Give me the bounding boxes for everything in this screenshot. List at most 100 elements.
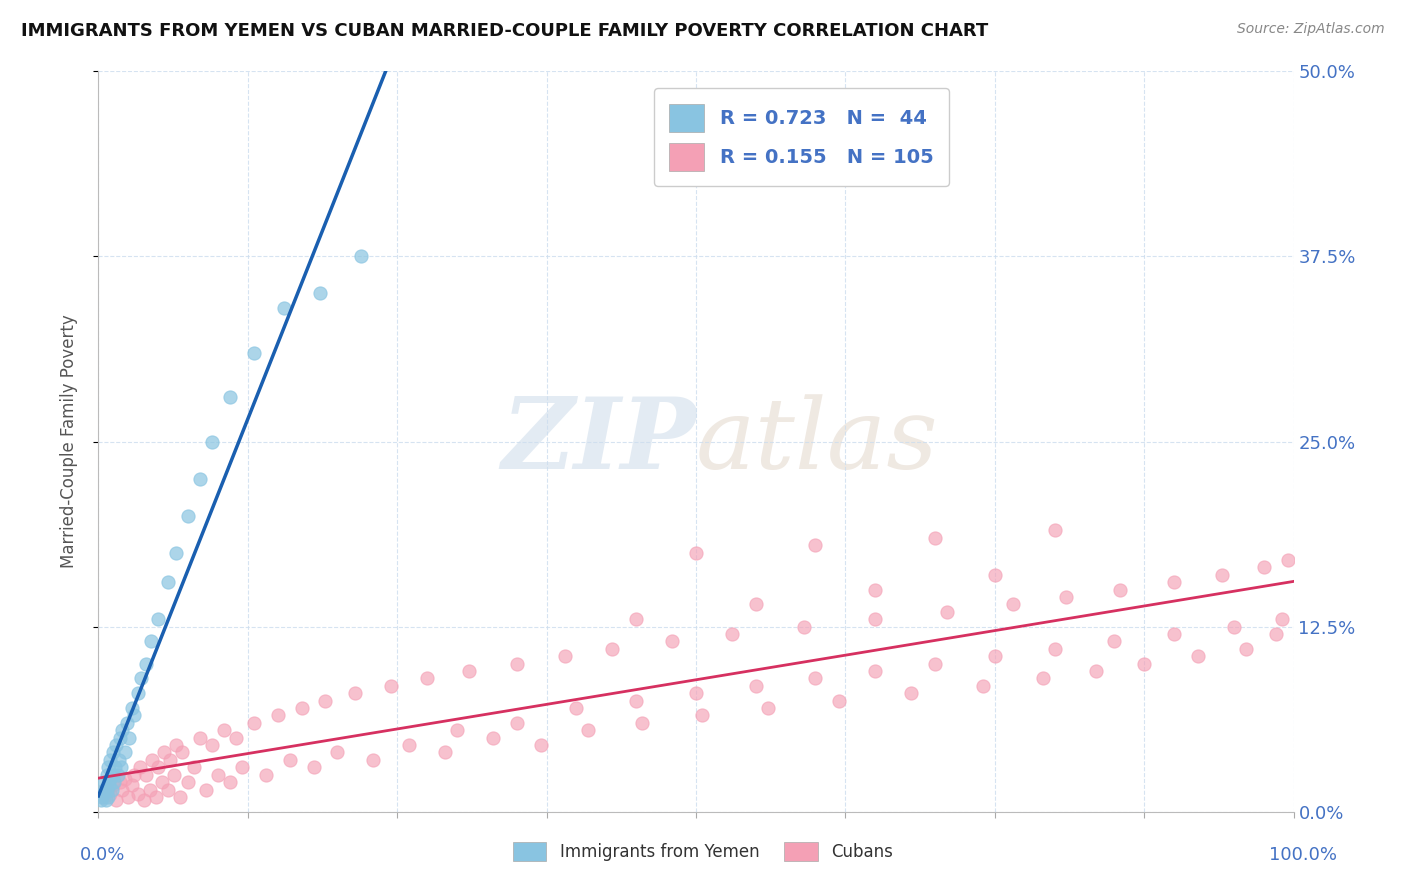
Point bbox=[446, 723, 468, 738]
Point bbox=[124, 708, 146, 723]
Point bbox=[132, 793, 155, 807]
Point bbox=[1277, 553, 1299, 567]
Point bbox=[1264, 627, 1286, 641]
Point bbox=[93, 789, 115, 804]
Text: Source: ZipAtlas.com: Source: ZipAtlas.com bbox=[1237, 22, 1385, 37]
Point bbox=[1109, 582, 1132, 597]
Point bbox=[1032, 672, 1054, 686]
Point bbox=[626, 694, 648, 708]
Point bbox=[602, 641, 624, 656]
Point bbox=[1234, 641, 1257, 656]
Point bbox=[177, 775, 200, 789]
Point bbox=[159, 753, 181, 767]
Point bbox=[578, 723, 600, 738]
Point bbox=[865, 582, 887, 597]
Point bbox=[111, 723, 134, 738]
Point bbox=[1163, 575, 1185, 590]
Point bbox=[139, 782, 162, 797]
Point bbox=[127, 787, 149, 801]
Point bbox=[165, 546, 187, 560]
Point bbox=[188, 471, 211, 485]
Point bbox=[97, 760, 120, 774]
Point bbox=[278, 753, 301, 767]
Point bbox=[804, 672, 827, 686]
Point bbox=[156, 575, 179, 590]
Point bbox=[93, 782, 115, 797]
Point bbox=[101, 778, 124, 792]
Point bbox=[631, 715, 654, 730]
Point bbox=[96, 782, 118, 797]
Point bbox=[661, 634, 683, 648]
Point bbox=[924, 531, 946, 545]
Point bbox=[105, 738, 128, 752]
Point bbox=[94, 793, 117, 807]
Point bbox=[416, 672, 439, 686]
Point bbox=[924, 657, 946, 671]
Point bbox=[169, 789, 191, 804]
Text: atlas: atlas bbox=[696, 394, 939, 489]
Point bbox=[745, 598, 768, 612]
Point bbox=[188, 731, 211, 745]
Point bbox=[326, 746, 349, 760]
Point bbox=[1187, 649, 1209, 664]
Text: ZIP: ZIP bbox=[501, 393, 696, 490]
Point bbox=[350, 250, 373, 264]
Point bbox=[91, 789, 114, 804]
Point bbox=[127, 686, 149, 700]
Point bbox=[195, 782, 218, 797]
Point bbox=[900, 686, 922, 700]
Point bbox=[291, 701, 314, 715]
Point bbox=[110, 760, 132, 774]
Point bbox=[207, 767, 229, 781]
Point bbox=[1133, 657, 1156, 671]
Point bbox=[804, 538, 827, 552]
Point bbox=[107, 753, 129, 767]
Point bbox=[267, 708, 290, 723]
Point bbox=[121, 701, 143, 715]
Y-axis label: Married-Couple Family Poverty: Married-Couple Family Poverty bbox=[59, 315, 77, 568]
Point bbox=[745, 679, 768, 693]
Point bbox=[398, 738, 420, 752]
Point bbox=[91, 787, 114, 801]
Point bbox=[124, 767, 146, 781]
Point bbox=[177, 508, 200, 523]
Point bbox=[107, 767, 129, 781]
Point bbox=[243, 345, 266, 359]
Point bbox=[201, 434, 224, 449]
Point bbox=[308, 286, 330, 301]
Point bbox=[685, 686, 707, 700]
Point bbox=[565, 701, 588, 715]
Point bbox=[972, 679, 994, 693]
Point bbox=[936, 605, 959, 619]
Point bbox=[626, 612, 648, 626]
Point bbox=[105, 793, 128, 807]
Point bbox=[121, 778, 143, 792]
Point bbox=[481, 731, 505, 745]
Point bbox=[793, 619, 815, 633]
Point bbox=[96, 767, 118, 781]
Point bbox=[153, 746, 176, 760]
Point bbox=[721, 627, 744, 641]
Point bbox=[97, 789, 120, 804]
Point bbox=[1043, 524, 1066, 538]
Point bbox=[434, 746, 457, 760]
Point bbox=[131, 672, 153, 686]
Point bbox=[756, 701, 779, 715]
Point bbox=[150, 775, 173, 789]
Point bbox=[1056, 590, 1078, 604]
Point bbox=[554, 649, 576, 664]
Point bbox=[1085, 664, 1108, 678]
Point bbox=[690, 708, 713, 723]
Point bbox=[1001, 598, 1024, 612]
Point bbox=[231, 760, 253, 774]
Point bbox=[103, 775, 125, 789]
Point bbox=[530, 738, 553, 752]
Point bbox=[984, 649, 1007, 664]
Point bbox=[98, 772, 122, 786]
Point bbox=[1253, 560, 1275, 574]
Point bbox=[380, 679, 402, 693]
Point bbox=[101, 767, 124, 781]
Point bbox=[1104, 634, 1126, 648]
Point bbox=[118, 731, 141, 745]
Legend: R = 0.723   N =  44, R = 0.155   N = 105: R = 0.723 N = 44, R = 0.155 N = 105 bbox=[654, 88, 949, 186]
